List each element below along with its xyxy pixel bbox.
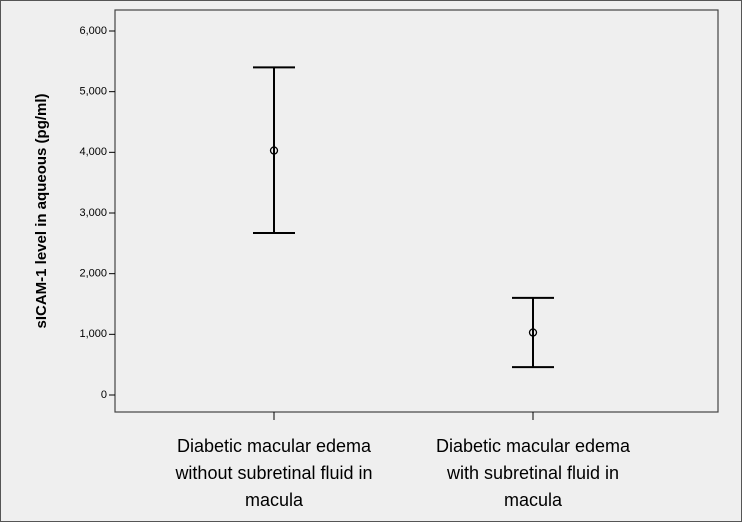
y-axis-label: sICAM-1 level in aqueous (pg/ml) [33, 93, 50, 328]
y-tick-label: 5,000 [79, 86, 107, 98]
y-tick-label: 3,000 [79, 207, 107, 219]
y-tick-label: 2,000 [79, 268, 107, 280]
y-tick-label: 0 [101, 389, 107, 401]
mean-point [528, 328, 538, 337]
x-tick-label: with subretinal fluid in [446, 463, 619, 483]
x-tick-label: Diabetic macular edema [436, 436, 631, 456]
y-tick-label: 1,000 [79, 328, 107, 340]
x-tick-label: macula [245, 490, 304, 510]
x-tick-label: macula [504, 490, 563, 510]
y-tick-label: 4,000 [79, 146, 107, 158]
mean-point [269, 146, 279, 155]
x-tick-label: without subretinal fluid in [174, 463, 372, 483]
y-tick-label: 6,000 [79, 25, 107, 37]
plot-frame [114, 9, 719, 413]
x-tick-label: Diabetic macular edema [177, 436, 372, 456]
